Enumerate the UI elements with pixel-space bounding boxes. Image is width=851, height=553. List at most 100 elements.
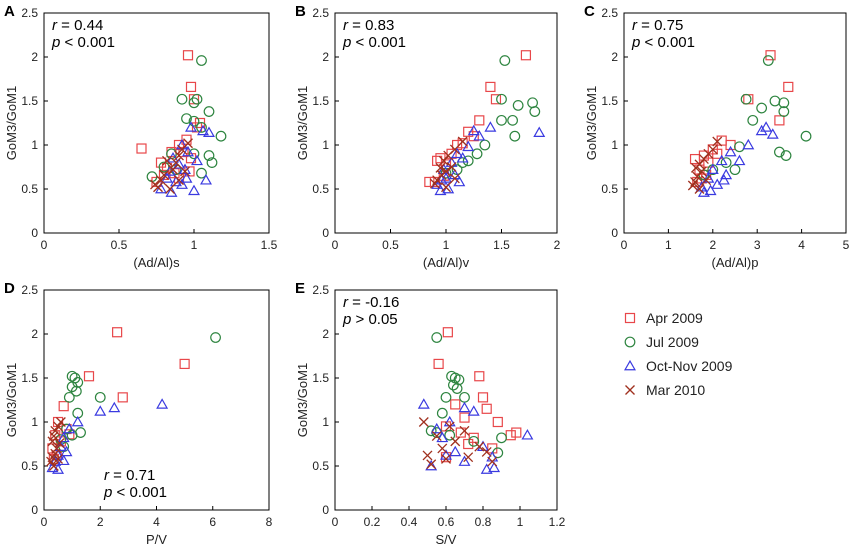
data-point [188, 94, 200, 105]
y-tick-label: 0.5 [601, 182, 618, 196]
series-jul-2009 [425, 332, 507, 459]
data-point [496, 114, 507, 126]
data-point [766, 128, 779, 139]
data-point [471, 148, 483, 160]
data-point [480, 463, 493, 474]
data-point [159, 169, 169, 180]
data-point [161, 172, 173, 183]
data-point [418, 417, 429, 427]
legend-marker [624, 336, 636, 348]
legend-item: Apr 2009 [624, 310, 703, 326]
data-point [778, 97, 790, 109]
data-point [196, 121, 207, 133]
data-point [429, 178, 440, 189]
y-tick-label: 1.5 [21, 371, 38, 385]
series-oct-nov-2009 [695, 121, 779, 197]
series-apr-2009 [689, 50, 794, 188]
y-axis-label: GoM3/GoM1 [4, 86, 19, 160]
data-point [171, 157, 181, 168]
data-point [755, 124, 768, 136]
data-point [687, 180, 698, 191]
data-point [422, 450, 433, 461]
data-point [456, 152, 469, 163]
data-point [70, 385, 82, 397]
legend-label: Apr 2009 [646, 310, 703, 326]
data-point [136, 143, 147, 154]
legend-label: Oct-Nov 2009 [646, 358, 733, 374]
y-tick-label: 0 [322, 503, 329, 517]
data-point [490, 94, 502, 105]
data-point [512, 99, 524, 111]
legend-marker [625, 385, 635, 395]
y-tick-label: 2.5 [21, 283, 38, 297]
y-tick-label: 1 [611, 138, 618, 152]
y-tick-label: 1 [322, 415, 329, 429]
data-point [690, 162, 701, 173]
x-tick-label: 0.8 [475, 515, 492, 529]
plot-frame [43, 289, 270, 511]
data-point [165, 184, 175, 194]
legend-item: Mar 2010 [625, 382, 705, 398]
x-tick-label: 8 [266, 515, 273, 529]
data-point [55, 417, 66, 427]
y-tick-label: 0 [31, 503, 38, 517]
data-point [529, 106, 541, 117]
y-tick-label: 2 [31, 50, 38, 64]
data-point [742, 138, 755, 150]
data-point [453, 175, 466, 187]
x-tick-label: 0.2 [364, 515, 381, 529]
data-point [488, 461, 501, 473]
x-tick-label: 0.5 [382, 238, 399, 252]
series-mar-2010 [687, 136, 723, 194]
data-point [210, 332, 221, 343]
data-point [162, 155, 172, 166]
y-tick-label: 2 [31, 327, 38, 341]
data-point [153, 182, 163, 193]
data-point [474, 115, 485, 126]
data-point [203, 106, 215, 117]
x-tick-label: 0 [41, 515, 48, 529]
y-tick-label: 1.5 [21, 94, 38, 108]
stat-p: p < 0.001 [631, 34, 695, 51]
data-point [468, 432, 479, 443]
data-point [168, 164, 178, 175]
x-tick-label: 2 [554, 238, 561, 252]
y-axis-label: GoM3/GoM1 [584, 86, 599, 160]
panel-B: B 0 0.5 1 1.5 2 0 0.5 1 1.5 2 2.5 (Ad/Al)v GoM3/GoM1 r… [295, 3, 561, 270]
data-point [467, 124, 480, 136]
data-point [188, 184, 200, 196]
data-point [474, 441, 485, 452]
data-point [783, 81, 794, 93]
stat-r: r = 0.83 [343, 17, 394, 34]
data-point [720, 168, 733, 180]
data-point [717, 174, 730, 185]
data-point [492, 416, 503, 428]
data-point [733, 154, 746, 166]
data-point [455, 427, 466, 438]
data-point [485, 81, 496, 93]
data-point [706, 163, 719, 174]
data-point [63, 391, 75, 403]
data-point [52, 463, 65, 474]
series-mar-2010 [418, 417, 498, 470]
legend-item: Jul 2009 [624, 334, 699, 350]
data-point [457, 136, 468, 147]
legend-item: Oct-Nov 2009 [624, 358, 733, 374]
data-point [701, 175, 712, 186]
y-tick-label: 1 [31, 415, 38, 429]
data-point [473, 130, 486, 141]
data-point [440, 391, 452, 403]
data-point [197, 124, 209, 136]
data-point [499, 55, 511, 66]
x-axis-label: P/V [146, 532, 167, 547]
x-tick-label: 1.5 [261, 238, 278, 252]
series-apr-2009 [136, 50, 206, 188]
data-point [179, 358, 190, 370]
y-tick-label: 2.5 [312, 283, 329, 297]
x-tick-label: 1 [665, 238, 672, 252]
series-mar-2010 [429, 136, 468, 193]
data-point [449, 445, 462, 457]
x-tick-label: 2 [709, 238, 716, 252]
data-point [203, 126, 215, 137]
data-point [468, 435, 480, 447]
